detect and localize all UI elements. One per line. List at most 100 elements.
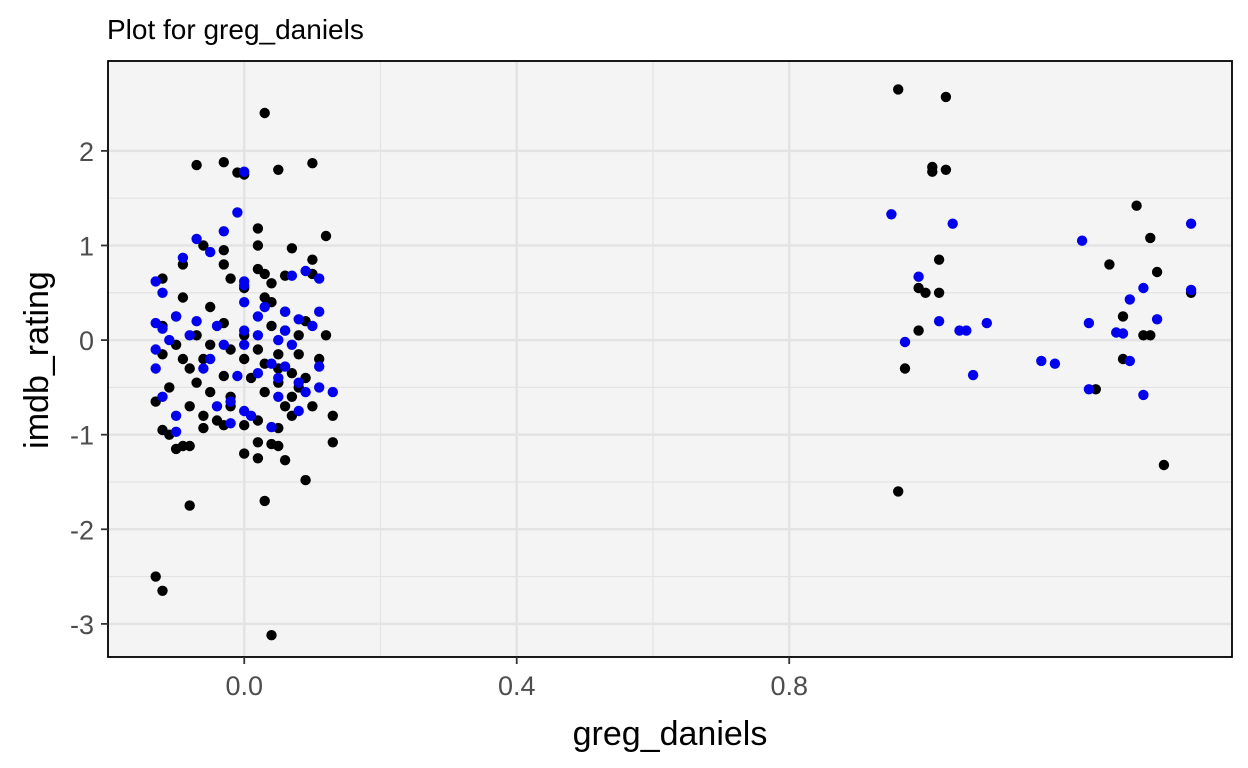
- data-point: [893, 486, 904, 497]
- data-point: [947, 218, 958, 229]
- data-point: [239, 339, 250, 350]
- data-point: [266, 438, 277, 450]
- y-tick-label: 1: [79, 231, 94, 261]
- data-point: [266, 421, 277, 433]
- data-point: [913, 271, 924, 282]
- data-point: [899, 363, 911, 374]
- data-point: [279, 455, 291, 466]
- grid-lines: [108, 61, 1232, 657]
- data-point: [225, 418, 236, 429]
- data-point: [198, 363, 209, 374]
- data-point: [252, 311, 264, 322]
- data-point: [177, 292, 189, 303]
- data-point: [232, 207, 243, 218]
- data-point: [157, 391, 168, 402]
- data-point: [198, 240, 209, 251]
- data-point: [279, 401, 291, 412]
- data-point: [184, 500, 195, 511]
- data-point: [940, 164, 952, 175]
- data-point: [184, 330, 195, 341]
- data-point: [266, 320, 277, 332]
- data-point: [177, 353, 189, 365]
- data-point: [239, 448, 250, 459]
- data-point: [1151, 266, 1163, 278]
- data-point: [205, 301, 216, 313]
- data-point: [218, 226, 229, 237]
- data-point: [1076, 235, 1088, 246]
- data-point: [1131, 200, 1142, 211]
- data-point: [273, 164, 284, 175]
- data-point: [157, 287, 168, 298]
- data-point: [266, 358, 277, 369]
- data-point: [266, 278, 277, 289]
- data-point: [150, 363, 161, 374]
- data-point: [961, 325, 972, 336]
- data-point: [286, 339, 298, 350]
- data-point: [225, 396, 236, 407]
- data-point: [293, 377, 304, 388]
- data-point: [279, 306, 291, 317]
- data-point: [259, 268, 270, 280]
- data-point: [1138, 282, 1149, 294]
- data-point: [1138, 389, 1149, 401]
- data-point: [920, 287, 931, 298]
- data-point: [933, 254, 945, 265]
- y-axis-title: imdb_rating: [18, 271, 56, 449]
- data-point: [899, 336, 911, 348]
- data-point: [286, 368, 298, 379]
- data-point: [933, 316, 945, 327]
- data-point: [933, 287, 945, 298]
- data-point: [191, 377, 202, 388]
- data-point: [191, 233, 202, 245]
- data-point: [157, 585, 168, 596]
- data-point: [913, 325, 924, 336]
- y-tick-label: 2: [79, 137, 94, 167]
- data-point: [177, 252, 189, 263]
- data-point: [940, 91, 952, 103]
- data-point: [307, 320, 318, 332]
- data-point: [967, 369, 979, 381]
- data-point: [1151, 314, 1163, 325]
- x-axis-title: greg_daniels: [573, 715, 768, 753]
- data-point: [293, 330, 304, 341]
- data-point: [314, 382, 325, 393]
- data-point: [205, 353, 216, 365]
- data-points: [150, 84, 1197, 641]
- data-point: [170, 410, 182, 421]
- y-tick-label: -1: [70, 421, 94, 451]
- data-point: [252, 330, 264, 341]
- data-point: [327, 386, 338, 398]
- data-point: [170, 311, 182, 322]
- data-point: [177, 440, 189, 452]
- data-point: [1158, 459, 1170, 471]
- y-tick-label: 0: [79, 326, 94, 356]
- data-point: [191, 316, 202, 327]
- data-point: [273, 391, 284, 402]
- data-point: [239, 297, 250, 308]
- data-point: [1124, 355, 1136, 367]
- data-point: [205, 339, 216, 350]
- data-point: [218, 245, 229, 256]
- data-point: [273, 372, 284, 384]
- data-point: [320, 330, 332, 341]
- data-point: [259, 107, 270, 119]
- data-point: [259, 495, 270, 507]
- data-point: [205, 246, 216, 258]
- data-point: [218, 370, 229, 382]
- data-point: [198, 410, 209, 421]
- data-point: [293, 405, 304, 417]
- data-point: [239, 280, 250, 291]
- data-point: [300, 265, 311, 277]
- data-point: [279, 361, 291, 372]
- data-point: [286, 270, 298, 281]
- data-point: [191, 159, 202, 171]
- data-point: [218, 339, 229, 350]
- data-point: [307, 158, 318, 169]
- data-point: [286, 243, 298, 254]
- data-point: [225, 273, 236, 284]
- data-point: [211, 320, 223, 332]
- data-point: [239, 325, 250, 336]
- data-point: [307, 401, 318, 412]
